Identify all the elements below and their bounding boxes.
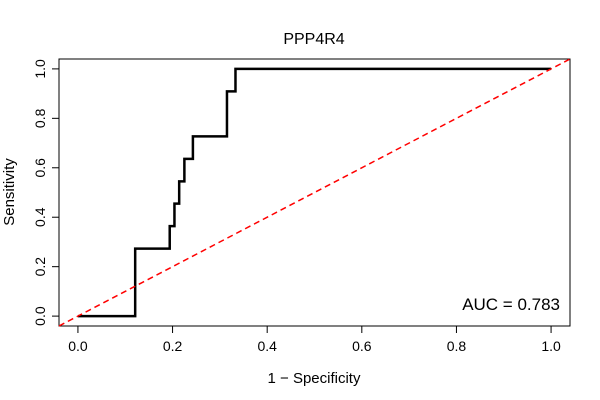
y-tick-label: 1.0: [32, 59, 48, 79]
y-tick-label: 0.4: [32, 207, 48, 227]
auc-annotation: AUC = 0.783: [462, 295, 560, 314]
x-tick-label: 0.2: [163, 338, 183, 354]
series-layer: [58, 58, 571, 327]
y-axis-title: Sensitivity: [1, 158, 18, 226]
x-axis: 0.0 0.2 0.4 0.6 0.8 1.0: [68, 325, 561, 354]
x-tick-label: 0.0: [68, 338, 88, 354]
y-tick-label: 0.2: [32, 257, 48, 277]
y-axis: 0.0 0.2 0.4 0.6 0.8 1.0: [32, 59, 60, 326]
x-tick-label: 0.6: [352, 338, 372, 354]
x-tick-label: 0.8: [447, 338, 467, 354]
y-tick-label: 0.8: [32, 108, 48, 128]
x-tick-label: 0.4: [257, 338, 277, 354]
reference-diagonal-line: [58, 58, 571, 327]
y-tick-label: 0.0: [32, 306, 48, 326]
x-tick-label: 1.0: [541, 338, 561, 354]
chart-title: PPP4R4: [283, 31, 344, 48]
roc-curve-line: [77, 67, 552, 318]
y-tick-label: 0.6: [32, 158, 48, 178]
x-axis-title: 1 − Specificity: [268, 370, 361, 387]
